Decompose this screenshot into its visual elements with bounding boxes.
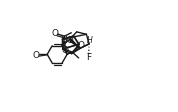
Text: O: O bbox=[78, 40, 85, 49]
Text: O: O bbox=[51, 29, 59, 38]
Text: O: O bbox=[32, 50, 39, 59]
Text: O: O bbox=[62, 46, 69, 55]
Text: H: H bbox=[87, 36, 93, 45]
Text: F: F bbox=[86, 52, 91, 61]
Text: HO: HO bbox=[60, 36, 74, 45]
Text: H: H bbox=[61, 40, 67, 49]
Polygon shape bbox=[70, 40, 80, 49]
